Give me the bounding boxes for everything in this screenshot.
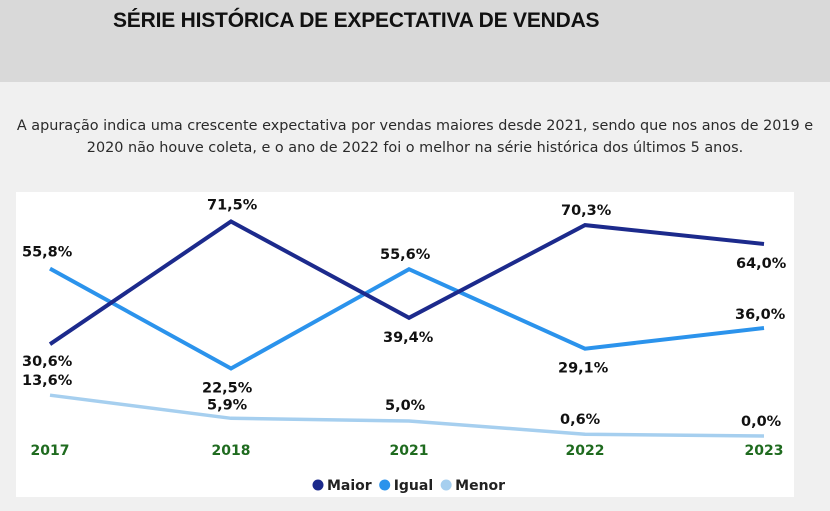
data-labels: 30,6% 71,5% 39,4% 70,3% 64,0% 55,8% 22,5% 55,6%…: [22, 198, 787, 431]
legend-marker-igual: [379, 479, 391, 491]
legend-label-maior: Maior: [327, 478, 372, 494]
x-tick-2018: 2018: [212, 443, 251, 459]
legend-marker-menor: [440, 479, 452, 491]
title-banner: [0, 0, 830, 82]
data-label-igual-2018: 22,5%: [202, 381, 253, 397]
legend-label-menor: Menor: [455, 478, 505, 494]
data-label-maior-2018: 71,5%: [207, 198, 258, 214]
data-label-igual-2021: 55,6%: [380, 247, 431, 263]
data-label-igual-2023: 36,0%: [735, 307, 786, 323]
data-label-igual-2017: 55,8%: [22, 245, 73, 261]
data-label-maior-2021: 39,4%: [383, 330, 434, 346]
data-label-menor-2023: 0,0%: [741, 414, 782, 430]
data-label-maior-2023: 64,0%: [736, 256, 787, 272]
legend: Maior Igual Menor: [312, 478, 505, 494]
x-tick-2023: 2023: [745, 443, 784, 459]
x-tick-2017: 2017: [31, 443, 70, 459]
data-label-menor-2017: 13,6%: [22, 373, 73, 389]
data-label-maior-2017: 30,6%: [22, 354, 73, 370]
x-axis-ticks: 2017 2018 2021 2022 2023: [31, 443, 784, 459]
series-line-igual: [49, 266, 765, 371]
series-line-maior: [48, 219, 765, 346]
data-label-menor-2022: 0,6%: [560, 412, 601, 428]
page-title: SÉRIE HISTÓRICA DE EXPECTATIVA DE VENDAS: [113, 9, 600, 32]
legend-label-igual: Igual: [394, 478, 433, 494]
description: A apuração indica uma crescente expectat…: [0, 115, 830, 159]
legend-marker-maior: [312, 479, 324, 491]
x-tick-2022: 2022: [566, 443, 605, 459]
chart-panel: [16, 192, 794, 497]
data-label-menor-2021: 5,0%: [385, 398, 426, 414]
data-label-igual-2022: 29,1%: [558, 361, 609, 377]
series-line-menor: [49, 393, 765, 438]
series-lines: [48, 219, 765, 438]
description-line-2: 2020 não houve coleta, e o ano de 2022 f…: [86, 140, 744, 156]
data-label-maior-2022: 70,3%: [561, 203, 612, 219]
data-label-menor-2018: 5,9%: [207, 397, 248, 413]
description-line-1: A apuração indica uma crescente expectat…: [16, 118, 814, 134]
x-tick-2021: 2021: [390, 443, 429, 459]
